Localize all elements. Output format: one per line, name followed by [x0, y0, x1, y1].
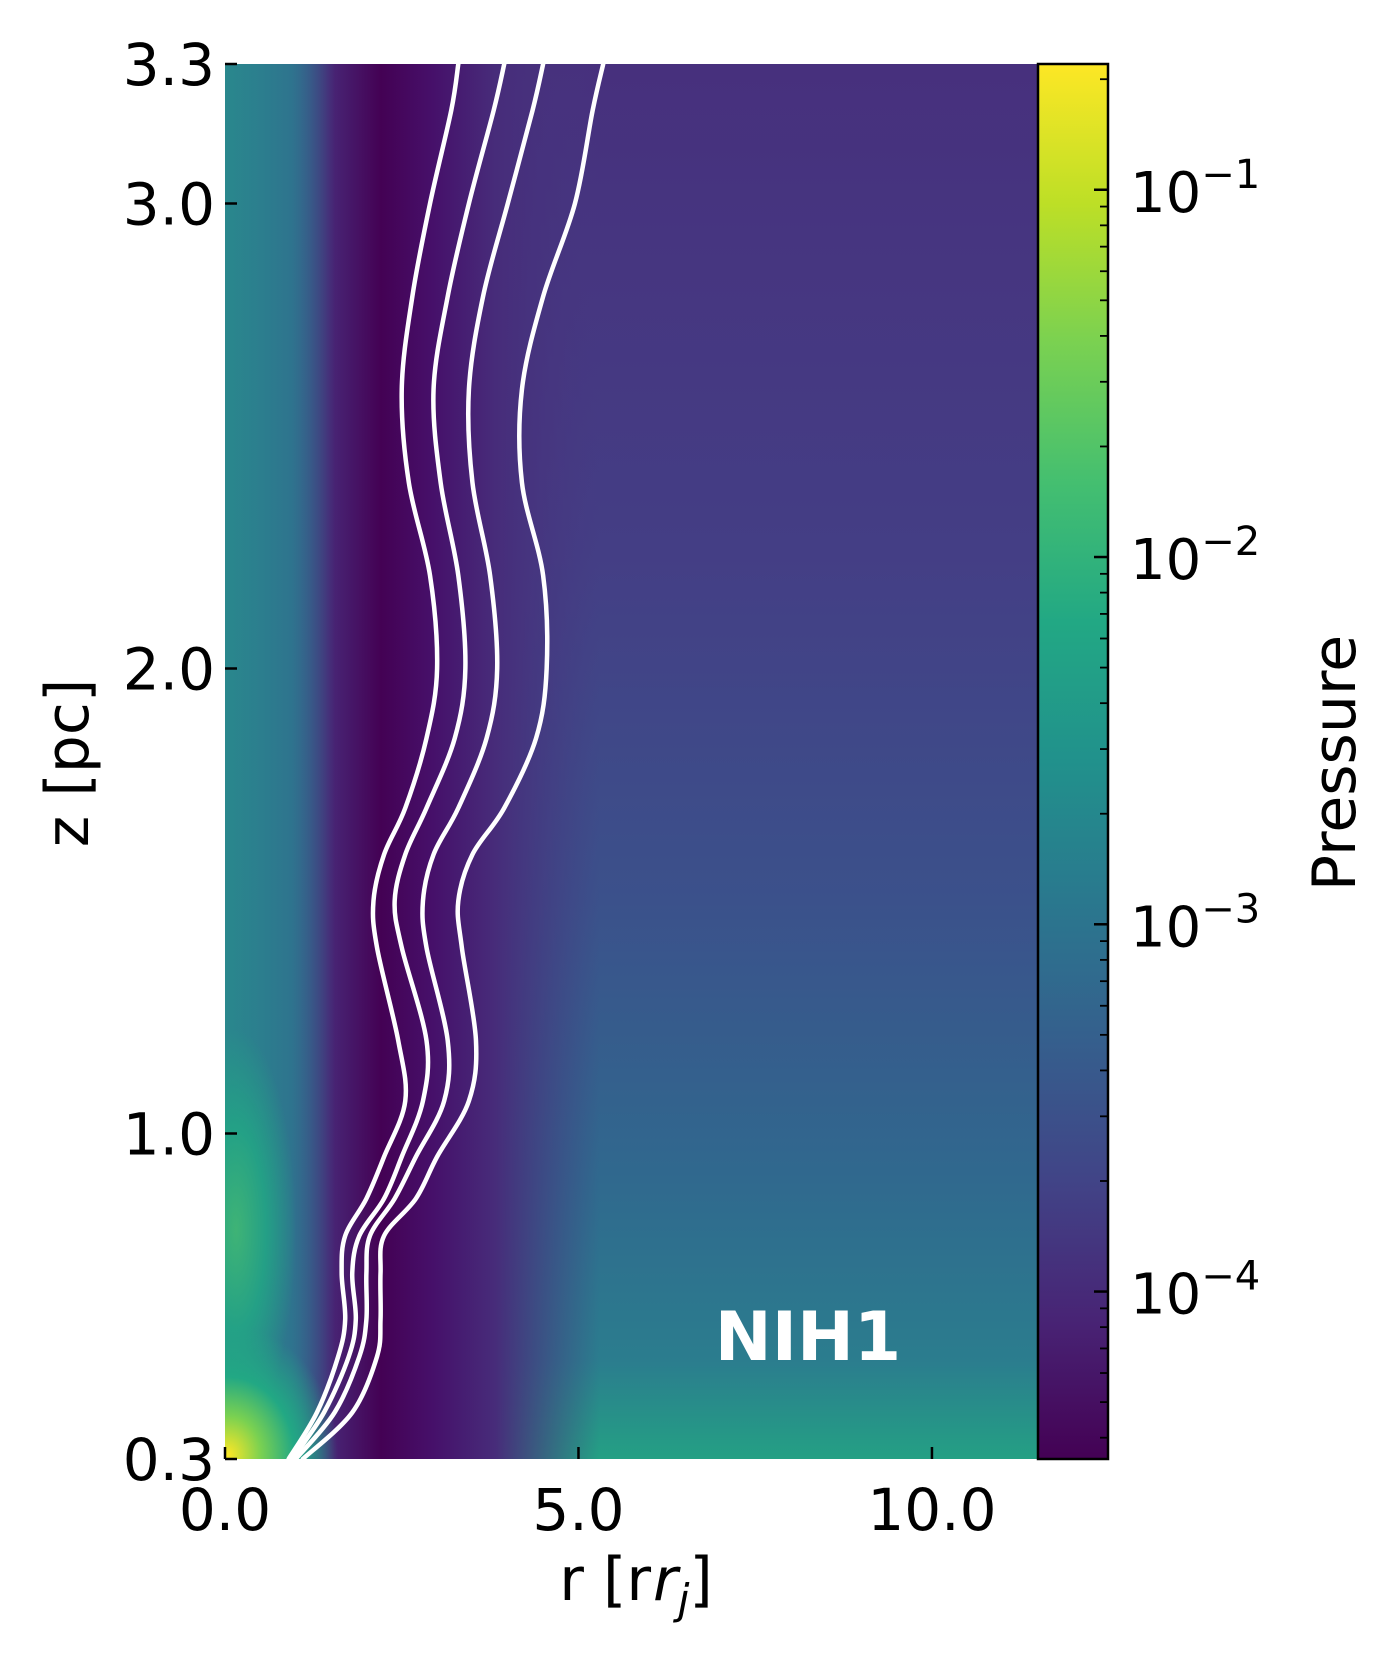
x-tick-label: 0.0: [179, 1476, 271, 1544]
contour-lines: [286, 64, 606, 1459]
colorbar-title: Pressure: [1300, 635, 1370, 891]
y-tick-label: 3.3: [123, 31, 215, 99]
y-tick-label: 1.0: [123, 1101, 215, 1169]
colorbar-ticks: 10−4 10−3 10−2 10−1: [1094, 78, 1260, 1439]
x-tick-label: 5.0: [532, 1476, 624, 1544]
y-tick-label: 0.3: [123, 1426, 215, 1494]
colorbar-tick-label: 10−1: [1130, 152, 1260, 226]
x-axis-ticks: 0.0 5.0 10.0: [179, 1447, 997, 1544]
colorbar-tick-label: 10−4: [1130, 1254, 1260, 1328]
contour-line-4: [300, 64, 606, 1459]
y-tick-label: 2.0: [123, 636, 215, 704]
plot-annotation: NIH1: [715, 1298, 901, 1377]
y-tick-label: 3.0: [123, 171, 215, 239]
colorbar-gradient: [1036, 62, 1110, 1461]
y-axis-ticks: 0.3 1.0 2.0 3.0 3.3: [123, 31, 237, 1494]
contour-line-1: [286, 64, 461, 1459]
colorbar: 10−4 10−3 10−2 10−1 Pressure: [1036, 62, 1370, 1461]
x-axis-title: r [rrj]: [559, 1545, 713, 1624]
colorbar-tick-label: 10−2: [1130, 519, 1260, 593]
y-axis-title: z [pc]: [33, 679, 103, 847]
contour-line-3: [293, 64, 546, 1459]
colorbar-tick-label: 10−3: [1130, 886, 1260, 960]
contour-line-2: [289, 64, 507, 1459]
x-tick-label: 10.0: [867, 1476, 996, 1544]
heatmap: [225, 64, 1038, 1459]
